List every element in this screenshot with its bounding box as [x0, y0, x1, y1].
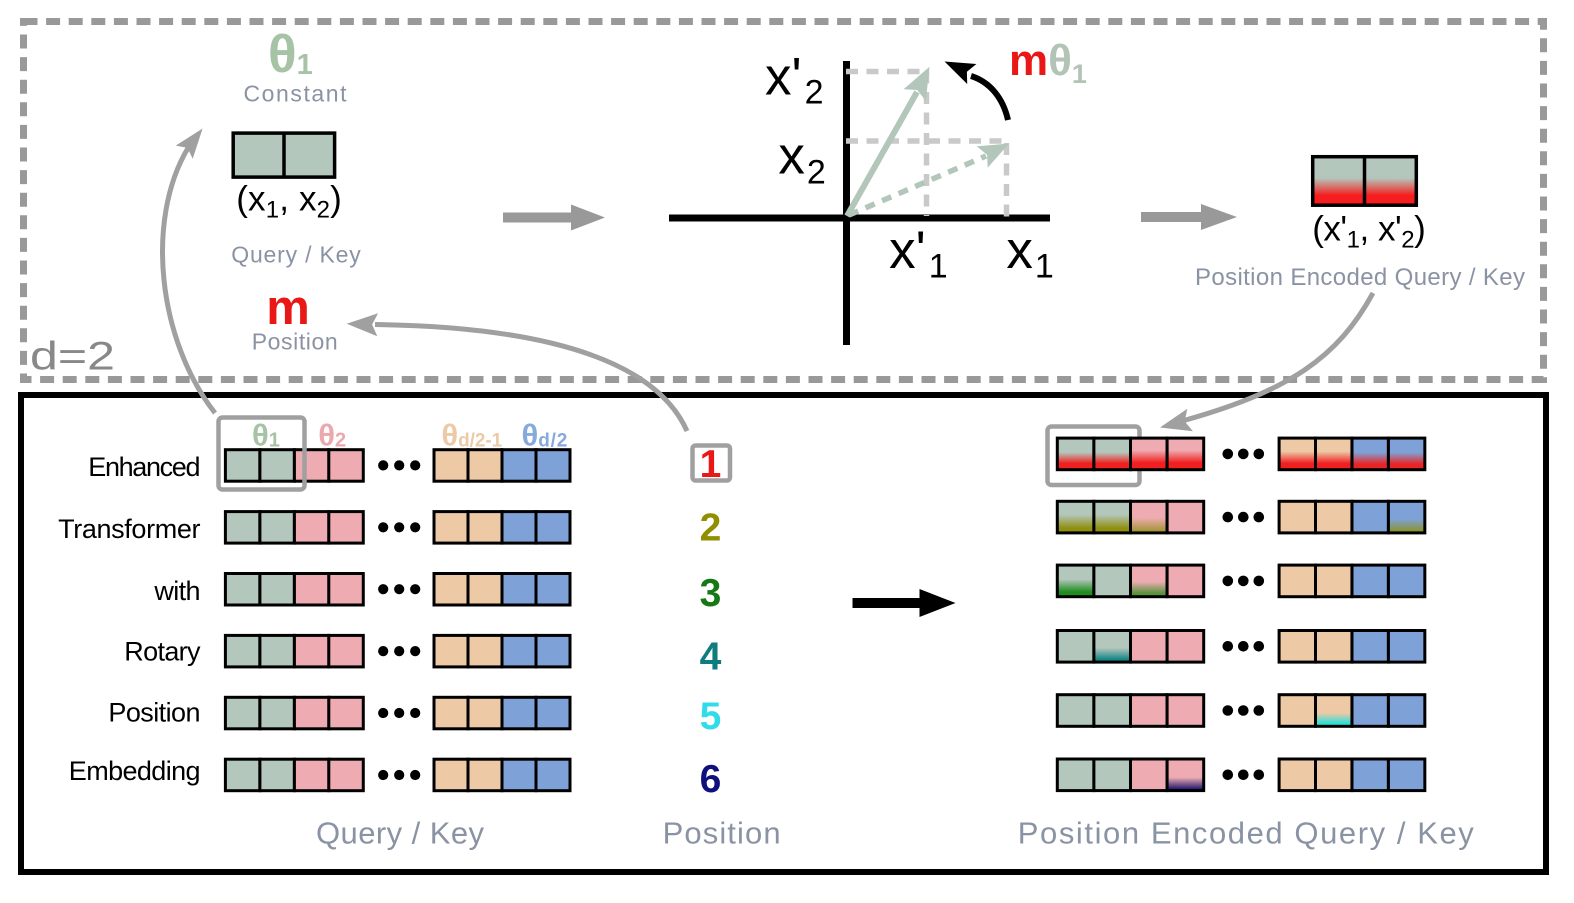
- svg-text:3: 3: [700, 572, 722, 615]
- svg-text:d=2: d=2: [30, 335, 115, 379]
- svg-text:(x1, x2): (x1, x2): [236, 180, 342, 224]
- svg-text:Query / Key: Query / Key: [231, 241, 361, 267]
- svg-text:Rotary: Rotary: [124, 637, 201, 667]
- svg-text:Position: Position: [108, 698, 200, 728]
- svg-text:Enhanced: Enhanced: [88, 452, 200, 482]
- svg-text:mθ1: mθ1: [1009, 36, 1087, 89]
- svg-text:2: 2: [700, 507, 722, 550]
- svg-text:(x'1, x'2): (x'1, x'2): [1312, 209, 1426, 253]
- svg-text:Query / Key: Query / Key: [316, 816, 485, 851]
- svg-text:θ1: θ1: [268, 25, 313, 84]
- svg-text:m: m: [266, 281, 310, 335]
- svg-text:Position: Position: [252, 329, 338, 355]
- svg-text:6: 6: [700, 758, 722, 801]
- svg-text:1: 1: [700, 443, 722, 486]
- svg-text:Transformer: Transformer: [58, 514, 200, 544]
- svg-text:5: 5: [700, 695, 722, 738]
- svg-text:Constant: Constant: [244, 81, 348, 107]
- svg-text:4: 4: [700, 636, 722, 679]
- svg-text:Embedding: Embedding: [69, 756, 201, 786]
- svg-text:Position: Position: [663, 816, 781, 851]
- svg-text:Position Encoded Query / Key: Position Encoded Query / Key: [1018, 816, 1475, 851]
- svg-text:with: with: [153, 576, 200, 606]
- svg-text:Position Encoded Query / Key: Position Encoded Query / Key: [1195, 264, 1525, 291]
